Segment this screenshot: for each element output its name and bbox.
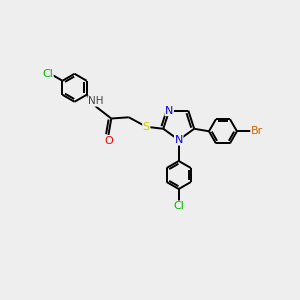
Text: O: O: [104, 136, 113, 146]
Text: N: N: [175, 135, 183, 145]
Text: NH: NH: [88, 96, 103, 106]
Text: Cl: Cl: [42, 69, 53, 79]
Text: N: N: [165, 106, 173, 116]
Text: Cl: Cl: [173, 201, 184, 211]
Text: S: S: [143, 122, 150, 132]
Text: Br: Br: [251, 126, 263, 136]
